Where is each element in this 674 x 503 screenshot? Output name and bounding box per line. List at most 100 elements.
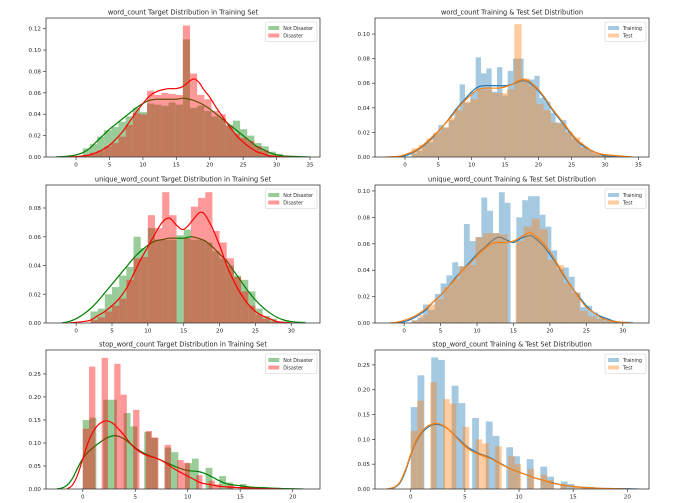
legend-label-training: Training <box>622 26 642 32</box>
y-tick-label: 0.04 <box>29 112 42 118</box>
hist-bar-training <box>563 267 569 323</box>
hist-bar-training <box>440 283 447 323</box>
hist-bar-not-disaster <box>226 265 234 323</box>
x-tick-label: 10 <box>515 495 523 501</box>
hist-bar-not-disaster <box>254 143 262 157</box>
y-tick-label: 0.10 <box>358 189 371 195</box>
legend-label-test: Test <box>622 201 633 207</box>
axes-frame <box>45 17 321 158</box>
hist-bar-disaster <box>205 192 213 323</box>
hist-bar-disaster <box>104 146 112 157</box>
y-tick-label: 0.02 <box>358 130 370 136</box>
hist-bar-disaster <box>241 291 249 323</box>
legend-label-not-disaster: Not Disaster <box>283 193 313 199</box>
hist-bar-test <box>563 283 572 323</box>
hist-bar-test <box>451 279 460 323</box>
hist-bar-training <box>551 250 558 323</box>
histogram-test <box>411 218 628 323</box>
hist-bar-training <box>487 210 494 323</box>
x-tick-label: 5 <box>437 163 441 169</box>
x-tick-label: 10 <box>139 163 147 169</box>
hist-bar-test <box>523 226 532 323</box>
legend-frame <box>604 188 647 209</box>
hist-bar-training <box>497 67 503 157</box>
plot-area <box>56 357 308 489</box>
hist-bar-training <box>438 125 444 157</box>
y-tick-label: 0.08 <box>29 69 42 75</box>
hist-bar-test <box>565 132 573 157</box>
hist-bar-training <box>446 275 453 323</box>
hist-bar-test <box>430 382 437 489</box>
y-tick-label: 0.00 <box>358 321 371 327</box>
hist-bar-test <box>529 85 537 157</box>
hist-bar-disaster <box>111 305 120 323</box>
hist-bar-disaster <box>118 136 126 157</box>
legend-frame <box>264 353 318 374</box>
hist-bar-training <box>540 466 548 489</box>
hist-bar-not-disaster <box>205 467 213 489</box>
hist-bar-test <box>455 110 463 157</box>
hist-bar-not-disaster <box>248 291 256 323</box>
hist-bar-test <box>467 264 476 323</box>
x-tick-label: 30 <box>601 163 609 169</box>
hist-bar-training <box>539 214 546 323</box>
hist-bar-training <box>449 120 455 157</box>
hist-bar-test <box>470 99 478 157</box>
legend-label-disaster: Disaster <box>283 201 303 207</box>
x-axis: 0 5 10 15 20 25 30 35 <box>403 157 642 169</box>
legend-swatch-test <box>608 200 620 205</box>
hist-bar-test <box>527 469 535 489</box>
hist-bar-disaster <box>111 143 119 157</box>
histogram-not-disaster <box>90 228 306 323</box>
hist-bar-not-disaster <box>111 287 120 323</box>
y-tick-label: 0.00 <box>358 487 371 493</box>
plot-area <box>386 357 643 489</box>
hist-bar-not-disaster <box>161 105 169 157</box>
hist-bar-disaster <box>147 215 156 323</box>
hist-bar-disaster <box>97 150 105 157</box>
hist-bar-disaster <box>89 366 96 489</box>
hist-bar-training <box>417 150 423 157</box>
legend: Not Disaster Disaster <box>264 188 318 209</box>
plot-area <box>389 192 633 323</box>
x-tick-label: 15 <box>510 329 518 335</box>
panel-stop-word-count-training-test-set-distribution: 0 5 10 15 20 0.00 0.05 0.10 0.15 0.20 0.25 stop_wor… <box>358 341 650 501</box>
hist-bar-test <box>499 93 507 157</box>
hist-bar-disaster <box>211 111 219 157</box>
hist-bar-not-disaster <box>162 239 170 323</box>
hist-bar-not-disaster <box>118 121 126 157</box>
hist-bar-training <box>574 292 581 323</box>
x-tick-label: 0 <box>74 163 78 169</box>
legend-label-training: Training <box>622 358 642 364</box>
hist-bar-test <box>443 287 452 323</box>
hist-bar-training <box>580 307 587 323</box>
hist-bar-training <box>434 293 441 323</box>
hist-bar-training <box>571 138 577 157</box>
hist-bar-test <box>602 155 610 157</box>
hist-bar-not-disaster <box>226 482 233 489</box>
hist-bar-test <box>475 237 484 323</box>
x-tick-label: 5 <box>108 163 112 169</box>
legend-label-test: Test <box>622 34 633 40</box>
x-tick-label: 35 <box>306 163 314 169</box>
hist-bar-test <box>603 321 612 323</box>
legend-frame <box>604 21 647 42</box>
hist-bar-test <box>539 229 548 323</box>
legend: Not Disaster Disaster <box>264 353 318 374</box>
hist-bar-test <box>435 299 444 323</box>
hist-bar-training <box>526 459 534 489</box>
legend-swatch-test <box>608 33 620 38</box>
hist-bar-test <box>515 241 524 323</box>
legend-frame <box>604 353 647 374</box>
legend-frame <box>264 188 318 209</box>
hist-bar-training <box>582 147 588 157</box>
hist-bar-test <box>449 403 457 489</box>
legend-frame <box>264 21 318 42</box>
y-tick-label: 0.10 <box>358 437 371 443</box>
y-tick-label: 0.20 <box>29 395 42 401</box>
legend-swatch-not-disaster <box>268 26 280 30</box>
x-tick-label: 0 <box>74 329 78 335</box>
hist-bar-training <box>523 79 529 157</box>
hist-bar-test <box>558 123 566 157</box>
hist-bar-disaster <box>248 305 256 323</box>
